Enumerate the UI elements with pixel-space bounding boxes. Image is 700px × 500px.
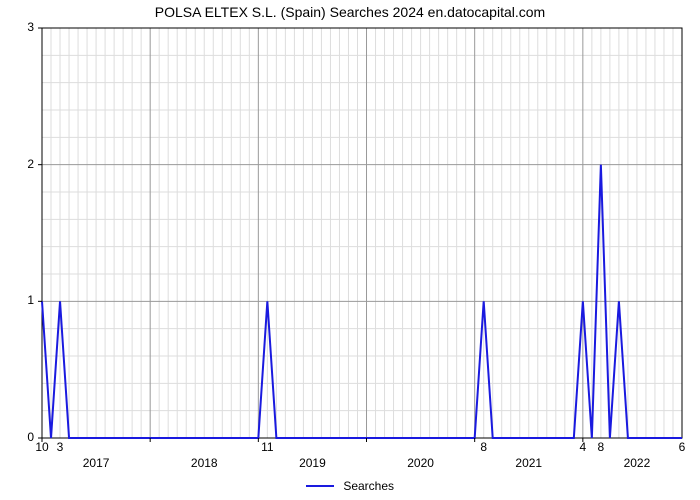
ytick-label: 1 bbox=[0, 293, 34, 307]
xtick-secondary: 10 bbox=[35, 440, 48, 454]
ytick-label: 3 bbox=[0, 20, 34, 34]
xtick-year: 2017 bbox=[83, 456, 110, 470]
legend-swatch bbox=[306, 485, 334, 487]
legend: Searches bbox=[0, 478, 700, 493]
xtick-year: 2018 bbox=[191, 456, 218, 470]
xtick-secondary: 4 bbox=[580, 440, 587, 454]
xtick-secondary: 6 bbox=[679, 440, 686, 454]
chart-stage: POLSA ELTEX S.L. (Spain) Searches 2024 e… bbox=[0, 0, 700, 500]
ytick-label: 0 bbox=[0, 430, 34, 444]
xtick-secondary: 8 bbox=[480, 440, 487, 454]
xtick-secondary: 3 bbox=[57, 440, 64, 454]
xtick-year: 2019 bbox=[299, 456, 326, 470]
xtick-year: 2021 bbox=[515, 456, 542, 470]
xtick-secondary: 11 bbox=[261, 440, 273, 454]
xtick-year: 2022 bbox=[624, 456, 651, 470]
plot-area bbox=[42, 28, 682, 438]
chart-title: POLSA ELTEX S.L. (Spain) Searches 2024 e… bbox=[0, 4, 700, 20]
xtick-secondary: 8 bbox=[598, 440, 605, 454]
xtick-year: 2020 bbox=[407, 456, 434, 470]
ytick-label: 2 bbox=[0, 157, 34, 171]
legend-label: Searches bbox=[343, 479, 394, 493]
